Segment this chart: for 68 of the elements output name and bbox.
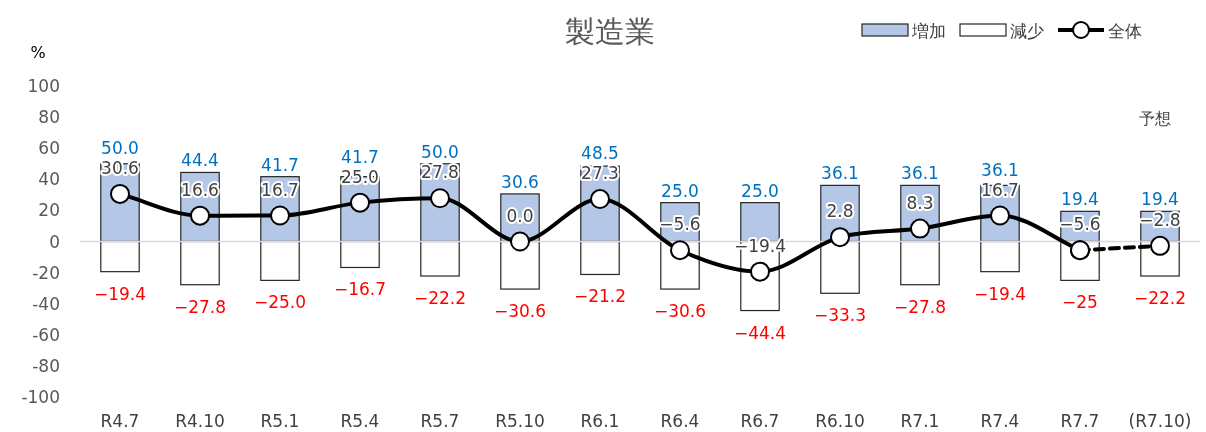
data-label: 0.0 bbox=[506, 205, 534, 226]
data-label: −25 bbox=[1062, 292, 1098, 313]
data-label: 30.6 bbox=[101, 157, 139, 178]
x-tick-label: R4.7 bbox=[100, 411, 140, 431]
y-tick-label: -60 bbox=[32, 324, 60, 345]
x-tick-label: R6.4 bbox=[660, 411, 700, 431]
data-label: 19.4 bbox=[1141, 189, 1179, 210]
y-tick-label: 80 bbox=[38, 107, 60, 128]
data-label: −33.3 bbox=[813, 305, 867, 326]
x-tick-label: R7.1 bbox=[900, 411, 940, 431]
x-tick-label: R5.1 bbox=[260, 411, 300, 431]
y-tick-label: -40 bbox=[32, 293, 60, 314]
x-tick-label: R6.7 bbox=[740, 411, 780, 431]
y-tick-label: -100 bbox=[21, 387, 60, 407]
data-label: −30.6 bbox=[653, 301, 707, 322]
data-label: −44.4 bbox=[733, 322, 787, 343]
data-label: 2.8 bbox=[826, 201, 854, 222]
data-label: −27.8 bbox=[893, 296, 947, 317]
legend-label: 増加 bbox=[911, 21, 946, 41]
legend-label: 減少 bbox=[1010, 21, 1044, 41]
y-tick-label: 60 bbox=[38, 138, 60, 159]
data-label: −30.6 bbox=[493, 301, 547, 322]
data-label: 50.0 bbox=[421, 141, 459, 162]
y-axis-title: % bbox=[30, 43, 46, 62]
chart-title: 製造業 bbox=[565, 14, 655, 49]
data-label: 19.4 bbox=[1061, 189, 1099, 210]
legend-label: 全体 bbox=[1108, 21, 1142, 41]
data-label: −21.2 bbox=[573, 286, 627, 307]
data-label: 25.0 bbox=[741, 180, 779, 201]
data-label: 48.5 bbox=[581, 143, 619, 164]
data-label: 36.1 bbox=[821, 163, 859, 184]
x-tick-label: (R7.10) bbox=[1128, 411, 1192, 431]
x-tick-label: R7.7 bbox=[1060, 411, 1100, 431]
data-label: −27.8 bbox=[173, 296, 227, 317]
data-label: 16.7 bbox=[981, 179, 1019, 200]
x-tick-label: R5.7 bbox=[420, 411, 460, 431]
y-tick-label: 40 bbox=[38, 169, 60, 190]
data-label: 50.0 bbox=[101, 137, 139, 158]
data-label: −16.7 bbox=[333, 279, 387, 300]
x-tick-label: R5.10 bbox=[495, 411, 545, 431]
data-label: −19.4 bbox=[93, 283, 147, 304]
data-label: −22.2 bbox=[413, 288, 467, 309]
data-label: 27.8 bbox=[421, 162, 459, 183]
data-label: 16.7 bbox=[261, 179, 299, 200]
data-label: 16.6 bbox=[181, 179, 219, 200]
x-tick-label: R5.4 bbox=[340, 411, 380, 431]
data-label: 44.4 bbox=[181, 150, 219, 171]
y-tick-label: -20 bbox=[32, 262, 60, 283]
data-label: 30.6 bbox=[501, 171, 539, 192]
y-tick-label: 20 bbox=[38, 200, 60, 221]
x-tick-label: R6.10 bbox=[815, 411, 865, 431]
x-tick-label: R4.10 bbox=[175, 411, 225, 431]
data-label: 41.7 bbox=[261, 154, 299, 175]
x-tick-label: R6.1 bbox=[580, 411, 620, 431]
data-label: 25.0 bbox=[661, 180, 699, 201]
data-label: 8.3 bbox=[906, 192, 934, 213]
data-label: −22.2 bbox=[1133, 288, 1187, 309]
data-label: 36.1 bbox=[901, 163, 939, 184]
data-label: −25.0 bbox=[253, 292, 307, 313]
y-tick-label: 100 bbox=[27, 76, 60, 96]
data-label: 27.3 bbox=[581, 163, 619, 184]
data-label: −19.4 bbox=[973, 283, 1027, 304]
data-label: 41.7 bbox=[341, 146, 379, 167]
annotation: 予想 bbox=[1139, 109, 1171, 128]
y-tick-label: -80 bbox=[32, 355, 60, 376]
x-tick-label: R7.4 bbox=[980, 411, 1020, 431]
data-label: 36.1 bbox=[981, 159, 1019, 180]
y-tick-label: 0 bbox=[49, 231, 60, 252]
